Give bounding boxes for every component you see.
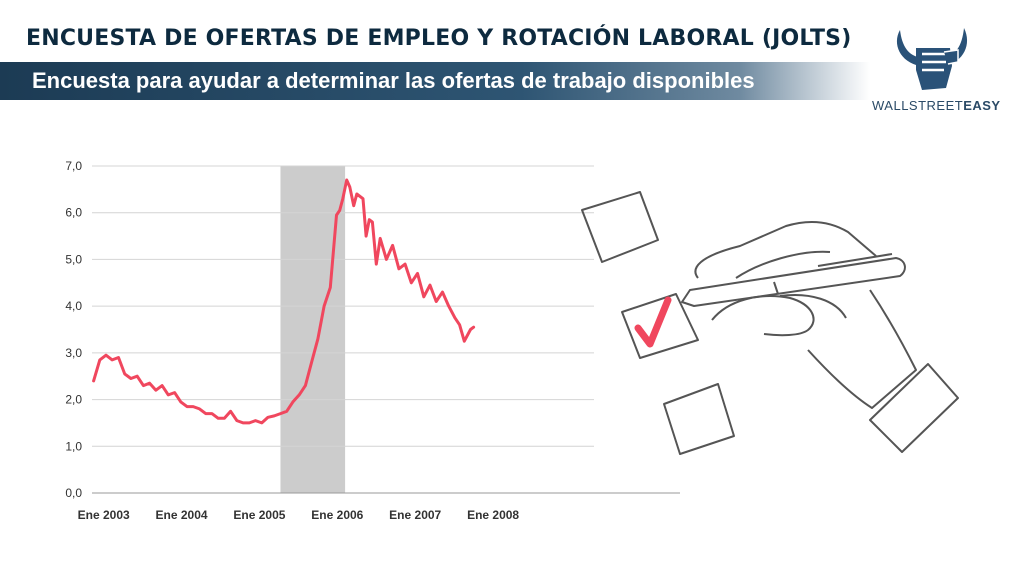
checked-box-icon [621,293,699,359]
x-tick-label: Ene 2004 [156,508,208,522]
logo-wordmark: WALLSTREETEASY [872,98,1001,113]
checkmark-icon [634,296,672,348]
x-tick-label: Ene 2005 [233,508,285,522]
y-tick-label: 7,0 [65,159,82,173]
y-tick-label: 5,0 [65,252,82,266]
y-tick-label: 3,0 [65,346,82,360]
x-tick-label: Ene 2007 [389,508,441,522]
survey-box-icon [581,191,659,263]
hand-icon [694,221,917,409]
y-tick-label: 2,0 [65,393,82,407]
x-tick-label: Ene 2008 [467,508,519,522]
y-tick-label: 4,0 [65,299,82,313]
y-tick-label: 6,0 [65,206,82,220]
shaded-period [280,166,346,493]
y-tick-label: 0,0 [65,486,82,500]
survey-box-icon [869,363,959,453]
subtitle-banner: Encuesta para ayudar a determinar las of… [0,62,870,100]
series-line [92,178,476,425]
page-subtitle: Encuesta para ayudar a determinar las of… [32,68,755,93]
x-tick-label: Ene 2006 [311,508,363,522]
x-tick-label: Ene 2003 [78,508,130,522]
bull-fist-icon [896,28,968,90]
y-tick-label: 1,0 [65,439,82,453]
pen-icon [681,253,906,307]
wallstreeteasy-logo: WALLSTREETEASY [872,18,1001,128]
survey-box-icon [663,383,735,455]
page-title: ENCUESTA DE OFERTAS DE EMPLEO Y ROTACIÓN… [26,26,852,51]
jolts-line-chart: 0,0 1,0 2,0 3,0 4,0 5,0 6,0 7,0 Ene 2003 Ene 200… [65,159,680,522]
